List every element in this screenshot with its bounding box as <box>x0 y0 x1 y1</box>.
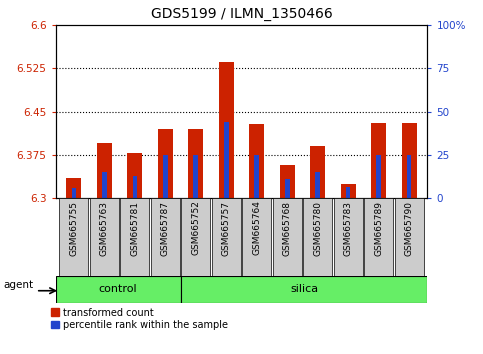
Text: silica: silica <box>290 284 318 295</box>
Bar <box>371 123 386 198</box>
Bar <box>132 176 137 198</box>
Bar <box>59 198 88 276</box>
Bar <box>71 188 76 198</box>
Text: GSM665781: GSM665781 <box>130 201 139 256</box>
Text: GSM665768: GSM665768 <box>283 201 292 256</box>
Text: GSM665783: GSM665783 <box>344 201 353 256</box>
Bar <box>364 198 393 276</box>
Bar <box>395 198 424 276</box>
Bar <box>127 153 142 198</box>
Bar <box>272 198 302 276</box>
Bar <box>102 172 107 198</box>
Bar <box>407 155 412 198</box>
Bar <box>401 123 417 198</box>
Bar <box>194 155 198 198</box>
Bar <box>376 155 381 198</box>
Bar <box>120 198 149 276</box>
Title: GDS5199 / ILMN_1350466: GDS5199 / ILMN_1350466 <box>151 7 332 21</box>
Bar <box>249 124 264 198</box>
Bar <box>219 62 234 198</box>
Text: GSM665763: GSM665763 <box>100 201 109 256</box>
Bar <box>66 178 82 198</box>
Bar <box>181 198 211 276</box>
Bar <box>151 198 180 276</box>
Bar <box>346 187 351 198</box>
Text: GSM665787: GSM665787 <box>161 201 170 256</box>
Text: control: control <box>99 284 137 295</box>
Bar <box>188 129 203 198</box>
Bar <box>97 143 112 198</box>
Bar <box>181 276 427 303</box>
Text: GSM665755: GSM665755 <box>70 201 78 256</box>
Text: agent: agent <box>3 280 33 290</box>
Bar <box>90 198 119 276</box>
Text: GSM665752: GSM665752 <box>191 201 200 256</box>
Text: GSM665790: GSM665790 <box>405 201 413 256</box>
Text: GSM665780: GSM665780 <box>313 201 322 256</box>
Bar <box>242 198 271 276</box>
Bar <box>212 198 241 276</box>
Bar <box>310 146 326 198</box>
Bar <box>285 179 289 198</box>
Bar <box>255 155 259 198</box>
Text: GSM665789: GSM665789 <box>374 201 383 256</box>
Bar <box>341 184 356 198</box>
Bar <box>315 172 320 198</box>
Bar <box>303 198 332 276</box>
Bar <box>280 165 295 198</box>
Bar <box>157 129 173 198</box>
Legend: transformed count, percentile rank within the sample: transformed count, percentile rank withi… <box>51 308 228 330</box>
Text: GSM665757: GSM665757 <box>222 201 231 256</box>
Bar <box>163 155 168 198</box>
Text: GSM665764: GSM665764 <box>252 201 261 256</box>
Bar <box>334 198 363 276</box>
Bar <box>224 122 228 198</box>
Bar <box>56 276 181 303</box>
